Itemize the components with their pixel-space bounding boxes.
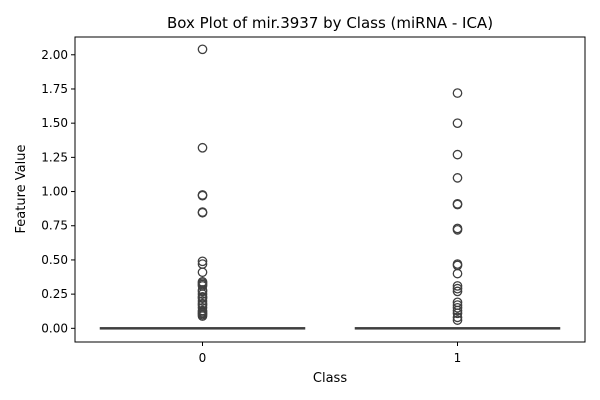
x-axis-label: Class: [313, 371, 347, 386]
y-tick-label: 1.00: [41, 185, 68, 199]
y-axis: 0.00 0.25 0.50 0.75 1.00 1.25 1.50 1.75 2.00: [41, 48, 75, 335]
outlier-point: [197, 207, 208, 218]
outlier-point: [452, 305, 463, 316]
y-tick-label: 2.00: [41, 48, 68, 62]
x-tick-label: 0: [199, 351, 207, 365]
y-tick-label: 1.25: [41, 150, 68, 164]
outlier-point: [452, 268, 463, 279]
outlier-point: [452, 302, 463, 313]
boxes-layer: [99, 44, 561, 330]
y-tick-label: 0.25: [41, 287, 68, 301]
y-tick-label: 0.50: [41, 253, 68, 267]
outlier-point: [452, 199, 463, 210]
outlier-point: [452, 173, 463, 183]
outlier-point: [452, 312, 463, 323]
outlier-point: [197, 296, 208, 306]
outlier-point: [452, 224, 463, 235]
outlier-point: [197, 267, 208, 278]
outlier-point: [452, 281, 463, 291]
outlier-point: [452, 308, 463, 319]
box-group-1: [354, 88, 561, 330]
outlier-point: [197, 286, 208, 297]
plot-area: [74, 36, 586, 343]
outlier-point: [197, 142, 208, 153]
y-axis-label: Feature Value: [14, 145, 29, 234]
x-tick-label: 1: [454, 351, 462, 365]
outlier-point: [452, 118, 463, 129]
chart-title: Box Plot of mir.3937 by Class (miRNA - I…: [167, 14, 493, 32]
outlier-point: [197, 289, 208, 299]
y-tick-label: 0.00: [41, 321, 68, 335]
outlier-point: [197, 44, 208, 55]
y-tick-label: 1.50: [41, 116, 68, 130]
box-group-0: [99, 44, 306, 330]
outlier-point: [197, 293, 208, 304]
outlier-point: [452, 283, 463, 294]
outlier-point: [452, 315, 463, 325]
y-tick-label: 1.75: [41, 82, 68, 96]
y-tick-label: 0.75: [41, 219, 68, 233]
outlier-point: [197, 190, 208, 201]
outlier-point: [197, 311, 208, 321]
outlier-point: [197, 256, 208, 267]
outlier-point: [452, 286, 463, 297]
outlier-point: [452, 149, 463, 160]
outlier-point: [452, 88, 463, 98]
